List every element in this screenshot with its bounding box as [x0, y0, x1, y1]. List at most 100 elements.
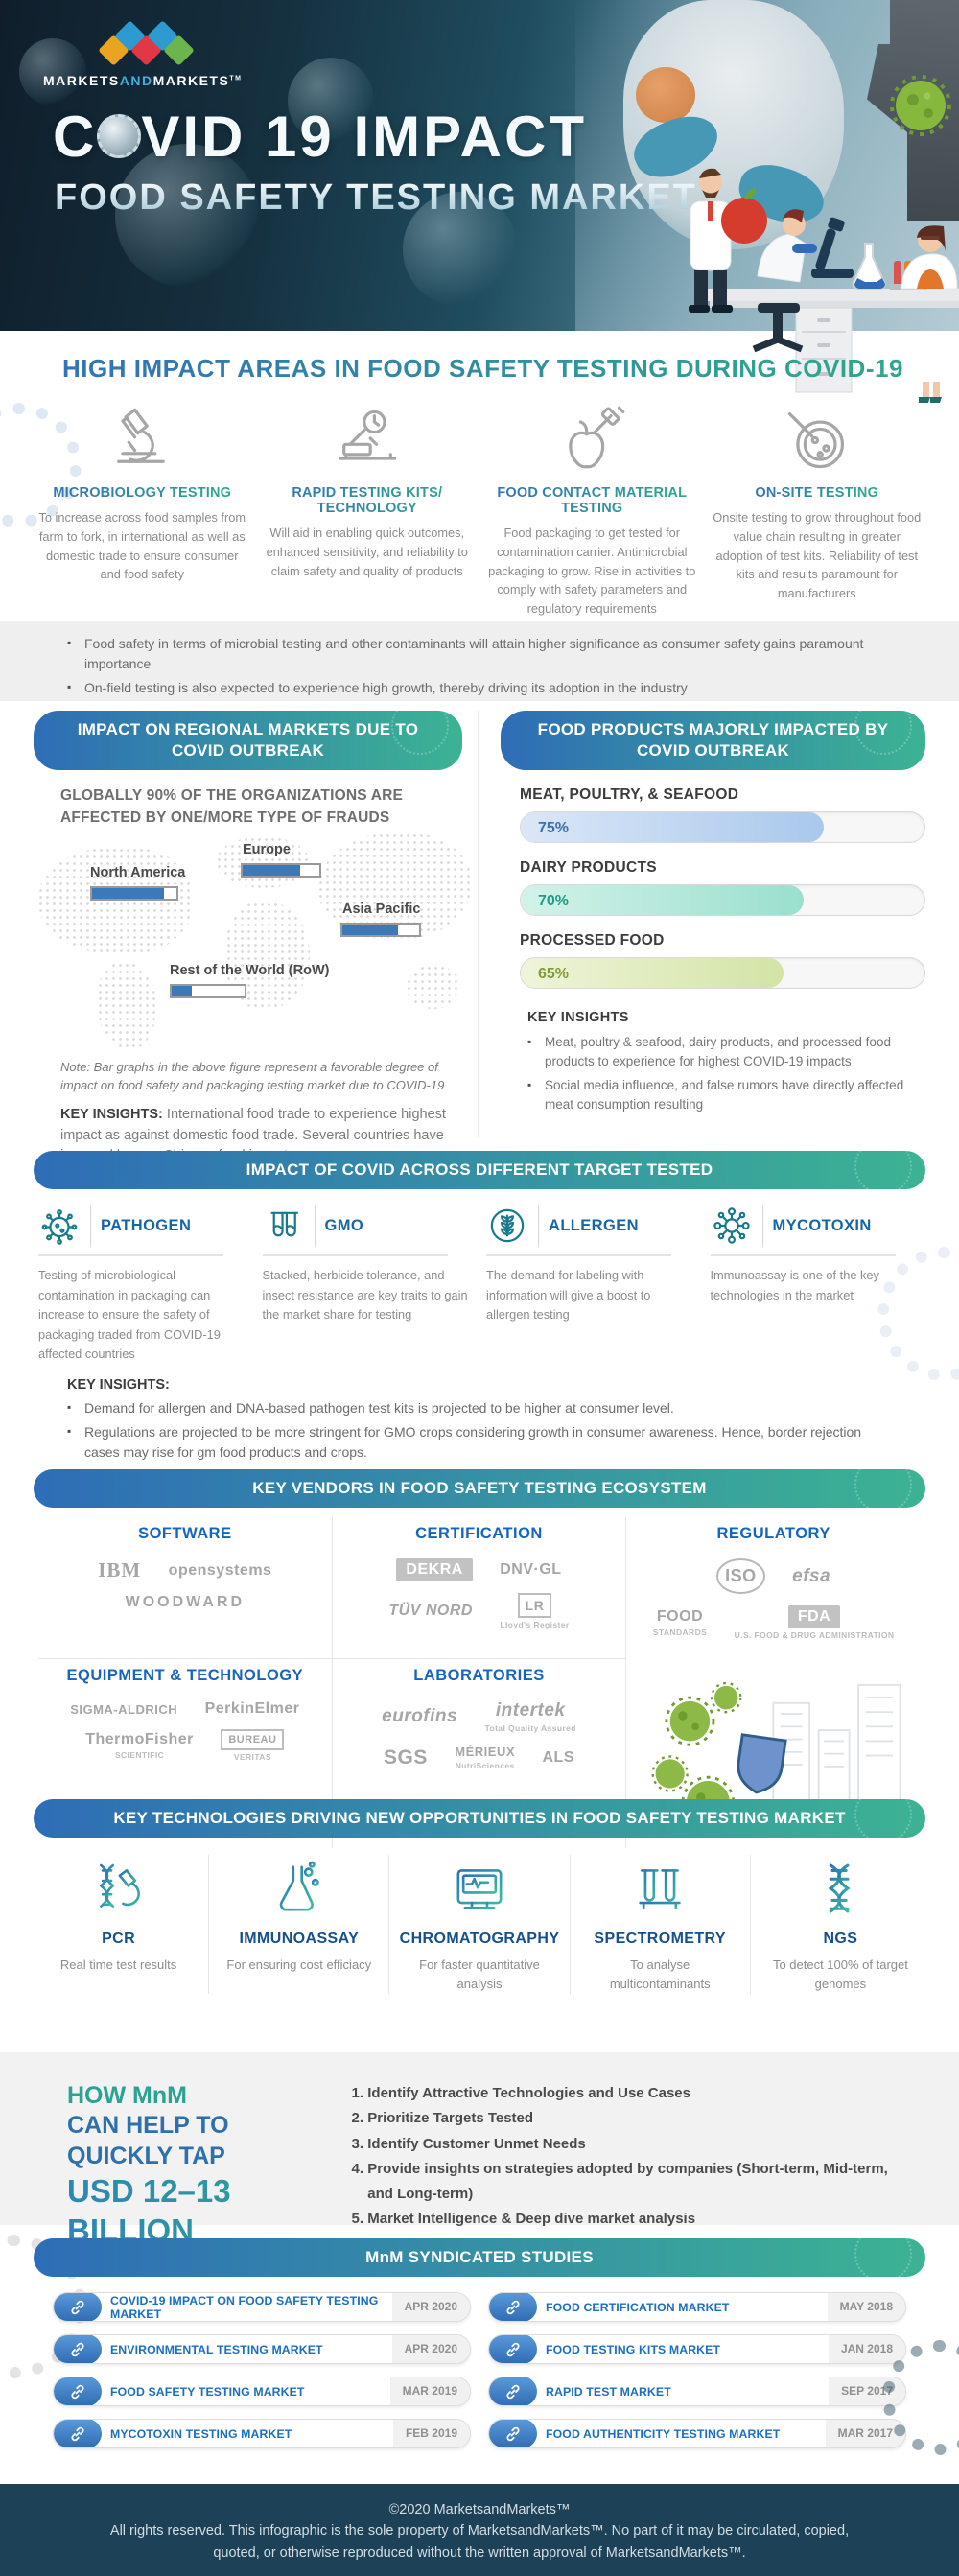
virus-blob-decoration [288, 58, 374, 144]
study-link[interactable]: COVID-19 IMPACT ON FOOD SAFETY TESTING M… [53, 2292, 471, 2323]
eurofins-logo: eurofins [382, 1706, 458, 1727]
tech-label: SPECTROMETRY [594, 1931, 726, 1948]
virus-blob-decoration [19, 38, 86, 105]
woodward-logo: WOODWARD [125, 1594, 246, 1611]
area-title: RAPID TESTING KITS/ TECHNOLOGY [262, 485, 474, 516]
dna-microscope-icon [99, 1863, 143, 1909]
study-link[interactable]: FOOD TESTING KITS MARKET JAN 2018 [488, 2334, 906, 2365]
vendor-group-software: SOFTWARE IBM opensystems WOODWARD [38, 1517, 333, 1660]
tech-description: To analyse multicontaminants [609, 1957, 711, 1992]
targets-section: IMPACT OF COVID ACROSS DIFFERENT TARGET … [0, 1151, 959, 1460]
product-insight-bullet: Meat, poultry & seafood, dairy products,… [527, 1033, 925, 1072]
marketsandmarkets-logo: MARKETSANDMARKETSTM [43, 20, 242, 88]
target-insight-bullet: Demand for allergen and DNA-based pathog… [67, 1398, 892, 1418]
link-icon [54, 2377, 102, 2406]
study-link[interactable]: ENVIRONMENTAL TESTING MARKET APR 2020 [53, 2334, 471, 2365]
progress-fill: 75% [521, 812, 824, 843]
tech-description: Real time test results [59, 1957, 177, 1973]
study-date: APR 2020 [391, 2293, 470, 2322]
study-title: FOOD CERTIFICATION MARKET [546, 2300, 730, 2314]
tech-label: NGS [823, 1931, 858, 1948]
section-heading-high-impact: HIGH IMPACT AREAS IN FOOD SAFETY TESTING… [62, 354, 903, 383]
link-icon [489, 2293, 537, 2322]
apple-syringe-icon [569, 406, 625, 469]
flask-icon [279, 1861, 319, 1911]
study-title: ENVIRONMENTAL TESTING MARKET [110, 2342, 323, 2356]
map-bar-rest-of-world [170, 984, 246, 999]
world-map-chart: North America Europe Asia Pacific Rest o… [37, 832, 471, 1055]
product-bar-processed: PROCESSED FOOD 65% [520, 932, 925, 990]
progress-fill: 65% [521, 958, 784, 989]
target-description: The demand for labeling with information… [486, 1268, 651, 1323]
sgs-logo: SGS [383, 1745, 428, 1768]
page-subtitle: FOOD SAFETY TESTING MARKET [55, 177, 697, 218]
help-steps: Identify Attractive Technologies and Use… [348, 2081, 892, 2227]
virus-blob-decoration [403, 192, 518, 307]
target-insight-bullet: Regulations are projected to be more str… [67, 1422, 892, 1463]
banner-regional-impact: IMPACT ON REGIONAL MARKETS DUE TO COVID … [34, 711, 462, 771]
tech-label: IMMUNOASSAY [239, 1931, 360, 1948]
regional-intro: GLOBALLY 90% OF THE ORGANIZATIONS ARE AF… [60, 787, 404, 826]
product-bar-dairy: DAIRY PRODUCTS 70% [520, 859, 925, 917]
mnm-help-section: HOW MnM CAN HELP TO QUICKLY TAP USD 12–1… [0, 2052, 959, 2278]
area-rapid-testing-kits: RAPID TESTING KITS/ TECHNOLOGY Will aid … [262, 404, 474, 621]
footer: ©2020 MarketsandMarkets™ All rights rese… [0, 2484, 959, 2576]
target-pathogen: PATHOGEN Testing of microbiological cont… [38, 1205, 249, 1364]
tech-pcr: PCR Real time test results [29, 1855, 208, 1994]
virus-icon [41, 1209, 78, 1245]
efsa-logo: efsa [792, 1565, 831, 1586]
study-title: COVID-19 IMPACT ON FOOD SAFETY TESTING M… [110, 2293, 379, 2321]
vendors-section: KEY VENDORS IN FOOD SAFETY TESTING ECOSY… [0, 1469, 959, 1849]
area-food-contact-material: FOOD CONTACT MATERIAL TESTING Food packa… [486, 404, 698, 621]
study-link[interactable]: FOOD AUTHENTICITY TESTING MARKET MAR 201… [488, 2419, 906, 2449]
study-title: MYCOTOXIN TESTING MARKET [110, 2426, 292, 2441]
key-insights-label: KEY INSIGHTS: [60, 1106, 163, 1122]
product-bar-meat: MEAT, POULTRY, & SEAFOOD 75% [520, 786, 925, 844]
product-label: PROCESSED FOOD [520, 932, 665, 949]
banner-syndicated-studies: MnM SYNDICATED STUDIES [34, 2238, 925, 2278]
link-icon [54, 2420, 102, 2448]
tube-rack-icon [639, 1869, 681, 1909]
insight-strip: Food safety in terms of microbial testin… [0, 621, 959, 701]
chromatograph-icon [456, 1869, 503, 1909]
progress-track: 75% [520, 811, 925, 844]
map-region-label: North America [90, 865, 186, 881]
map-continent-north-america [37, 847, 191, 955]
study-link[interactable]: FOOD CERTIFICATION MARKET MAY 2018 [488, 2292, 906, 2323]
area-title: ON-SITE TESTING [755, 485, 879, 501]
map-bar-asia-pacific [340, 923, 421, 938]
help-heading-line: CAN HELP TO QUICKLY TAP [67, 2112, 229, 2169]
opensystems-logo: opensystems [168, 1561, 272, 1579]
banner-food-products: FOOD PRODUCTS MAJORLY IMPACTED BY COVID … [501, 711, 925, 771]
bureau-veritas-logo: BUREAU VERITAS [221, 1729, 285, 1762]
target-allergen: ALLERGEN The demand for labeling with in… [486, 1205, 697, 1364]
link-icon [54, 2293, 102, 2322]
orange-fruit-shape [636, 67, 695, 123]
rights-line: All rights reserved. This infographic is… [109, 2523, 850, 2540]
map-bar-europe [241, 863, 321, 878]
help-step: Identify Customer Unmet Needs [367, 2132, 892, 2157]
product-label: MEAT, POULTRY, & SEAFOOD [520, 786, 739, 804]
study-link[interactable]: MYCOTOXIN TESTING MARKET FEB 2019 [53, 2419, 471, 2449]
target-description: Stacked, herbicide tolerance, and insect… [262, 1268, 468, 1323]
microscope-silhouette [867, 0, 959, 221]
hero-banner: MARKETSANDMARKETSTM C VID 19 IMPACT FOOD … [0, 0, 959, 403]
map-region-label: Europe [243, 842, 291, 858]
study-link[interactable]: FOOD SAFETY TESTING MARKET MAR 2019 [53, 2377, 471, 2407]
intertek-logo: intertek Total Quality Assured [484, 1700, 576, 1734]
progress-fill: 70% [521, 885, 804, 916]
high-impact-areas: MICROBIOLOGY TESTING To increase across … [0, 390, 959, 621]
study-link[interactable]: RAPID TEST MARKET SEP 2017 [488, 2377, 906, 2407]
area-description: Food packaging to get tested for contami… [488, 526, 696, 617]
ibm-logo: IBM [98, 1558, 142, 1582]
targets-key-insights: KEY INSIGHTS: Demand for allergen and DN… [0, 1364, 959, 1463]
target-description: Testing of microbiological contamination… [38, 1268, 221, 1361]
area-title: FOOD CONTACT MATERIAL TESTING [486, 485, 698, 516]
perkinelmer-logo: PerkinElmer [204, 1700, 300, 1718]
area-microbiology-testing: MICROBIOLOGY TESTING To increase across … [36, 404, 248, 621]
study-date: JAN 2018 [828, 2335, 905, 2364]
study-date: MAY 2018 [827, 2293, 905, 2322]
help-step: Provide insights on strategies adopted b… [367, 2157, 892, 2208]
banner-vendors: KEY VENDORS IN FOOD SAFETY TESTING ECOSY… [34, 1469, 925, 1509]
target-label: ALLERGEN [538, 1205, 639, 1248]
